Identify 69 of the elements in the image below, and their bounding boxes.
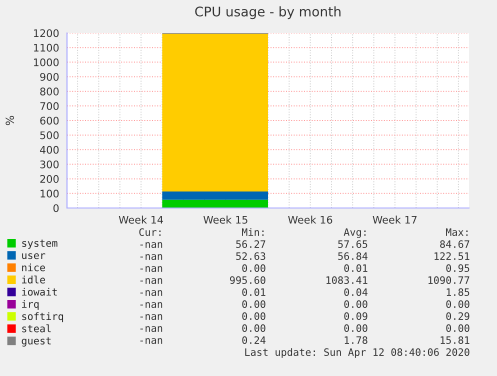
y-tick-label: 800 [40,88,59,96]
text: 0.00 [344,300,368,308]
text: 0.95 [446,264,470,272]
text: 84.67 [440,240,470,248]
text: -nan [140,326,162,332]
y-tick-label: 500 [40,131,59,140]
text: -nan [140,266,162,272]
text: 1083.41 [326,276,368,284]
legend-label: system [22,240,58,249]
text: 1.78 [344,336,368,344]
text: Min: [242,228,264,236]
text: 0.00 [446,300,470,308]
text: 0.00 [344,324,368,332]
text: -nan [140,338,162,344]
text: 57.65 [338,240,368,248]
text: 0.09 [344,312,368,320]
y-tick-label: 600 [40,116,59,125]
text: 0.00 [242,300,266,308]
x-tick-label: Week 15 [203,216,248,224]
legend-label: steal [22,324,51,332]
x-tick-label: Week 17 [372,216,417,224]
text: 0.04 [344,288,368,296]
legend-label: iowait [22,288,57,296]
y-tick-label: 700 [40,102,59,110]
text: Max: [446,228,468,236]
legend-label: guest [22,337,51,347]
y-tick-label: 0 [53,204,59,212]
y-axis-title: % [6,116,14,126]
y-tick-label: 1200 [34,29,59,38]
y-tick-label: 400 [40,146,59,154]
text: 0.00 [242,312,266,320]
text: 56.27 [236,240,266,248]
text: 52.63 [236,252,266,260]
text: 995.60 [230,276,266,284]
text: 0.00 [446,324,470,332]
text: -nan [140,302,162,308]
legend-label: idle [22,276,45,284]
text: 0.00 [242,264,266,272]
text: 0.29 [446,312,470,320]
y-tick-label: 1000 [34,58,59,66]
legend-label: user [22,253,46,260]
text: 0.01 [242,288,266,296]
legend-label: nice [22,263,45,272]
chart-title: CPU usage - by month [195,6,340,20]
text: 15.81 [440,336,470,344]
text: Last update: Sun Apr 12 08:40:06 2020 [245,348,470,358]
text: -nan [140,242,162,248]
x-tick-label: Week 14 [118,216,164,224]
text: -nan [140,278,162,284]
y-tick-label: 200 [40,175,59,183]
text: 0.24 [242,336,266,344]
text: -nan [140,290,162,296]
text: Cur: [139,228,161,236]
text: 122.51 [434,252,470,260]
text: 1090.77 [428,276,470,284]
legend-label: irq [22,300,39,310]
y-tick-label: 1100 [34,44,59,52]
y-tick-label: 300 [40,160,59,168]
text: 0.01 [344,264,368,272]
text: -nan [140,314,162,320]
x-tick-label: Week 16 [288,216,332,224]
legend-label: softirq [22,312,64,322]
y-tick-label: 100 [40,190,59,198]
text: 56.84 [338,252,368,260]
text: -nan [140,254,162,260]
text: Avg: [344,228,366,238]
text: 0.00 [242,324,266,332]
text: 1.85 [446,288,470,296]
y-tick-label: 900 [40,72,59,81]
